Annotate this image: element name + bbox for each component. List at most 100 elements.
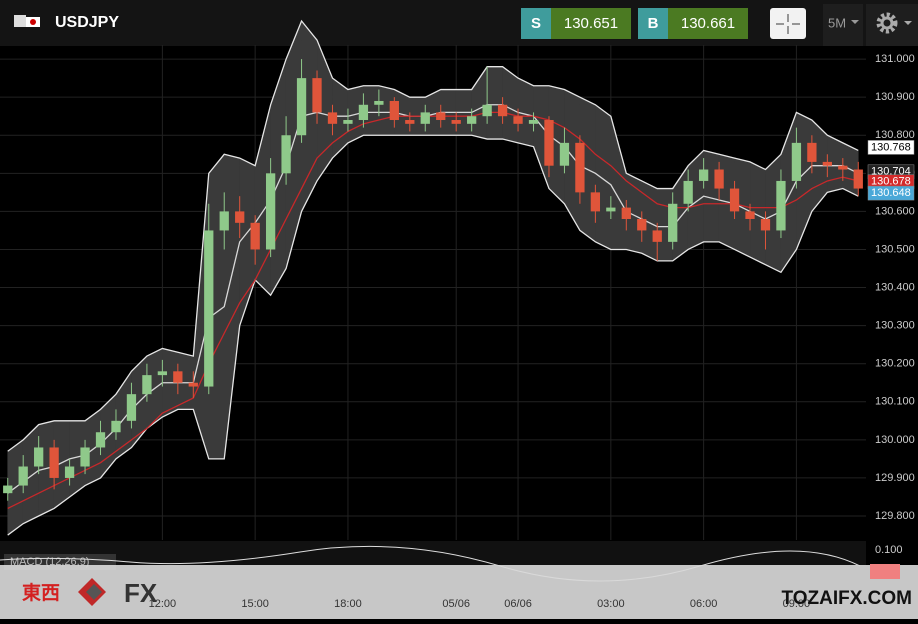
band-fill xyxy=(486,66,503,140)
x-tick-label: 06/06 xyxy=(504,598,532,610)
candle-body xyxy=(327,112,338,124)
x-axis: 12:00 15:00 18:00 05/06 06/06 03:00 06:00 09:00 xyxy=(149,598,811,610)
candle-body xyxy=(374,100,384,105)
header-bar xyxy=(0,0,918,46)
x-tick-label: 06:00 xyxy=(690,598,718,610)
candle-body xyxy=(250,222,260,250)
candle-body xyxy=(451,120,461,124)
dropdown-arrow xyxy=(904,21,912,25)
y-tick-label: 130.600 xyxy=(875,205,915,217)
x-tick-label: 15:00 xyxy=(241,598,269,610)
candle-body xyxy=(312,78,322,113)
candle-body xyxy=(683,180,693,204)
candle-body xyxy=(95,432,106,448)
y-tick-label: 130.900 xyxy=(875,91,915,103)
buy-label: B xyxy=(648,15,659,32)
sell-button[interactable] xyxy=(521,8,551,39)
candle-body xyxy=(64,466,75,478)
buy-price: 130.661 xyxy=(681,15,735,32)
candle-body xyxy=(281,135,291,174)
candle-body xyxy=(513,116,523,124)
candle-body xyxy=(49,447,59,478)
x-tick-label: 12:00 xyxy=(149,598,177,610)
watermark-fx: FX xyxy=(124,578,158,608)
candle-body xyxy=(405,120,415,124)
gear-ring xyxy=(880,16,894,30)
candle-body xyxy=(358,104,369,121)
candle-body xyxy=(698,169,709,181)
candle-body xyxy=(265,173,276,250)
price-tag-label: 130.648 xyxy=(871,187,911,199)
buy-button[interactable] xyxy=(638,8,668,39)
candle-body xyxy=(126,394,137,421)
sell-label: S xyxy=(531,15,541,32)
candle-body xyxy=(467,116,477,124)
candle-body xyxy=(807,142,817,162)
x-tick-label: 09:00 xyxy=(783,598,811,610)
candle-body xyxy=(235,211,245,223)
price-tag-label: 130.768 xyxy=(871,141,911,153)
candle-body xyxy=(34,447,44,467)
watermark-site: TOZAIFX.COM xyxy=(781,588,912,609)
candle-body xyxy=(745,211,755,220)
candle-body xyxy=(204,230,214,387)
macd-panel xyxy=(0,541,866,565)
candle-body xyxy=(142,375,152,395)
y-tick-label: 129.900 xyxy=(875,472,915,484)
candle-body xyxy=(544,120,554,166)
flag-jp-dot xyxy=(30,19,36,25)
candle-body xyxy=(482,104,492,117)
x-tick-label: 18:00 xyxy=(334,598,362,610)
flag-us xyxy=(14,15,26,27)
macd-value-tag xyxy=(870,564,900,579)
price-tag-label: 130.678 xyxy=(871,176,911,188)
y-tick-label: 130.300 xyxy=(875,320,915,332)
candle-body xyxy=(3,485,13,494)
y-tick-label: 130.800 xyxy=(875,129,915,141)
candle-body xyxy=(776,180,786,231)
candle-body xyxy=(497,104,508,117)
candle-body xyxy=(637,219,647,231)
candle-body xyxy=(652,230,662,242)
gear-icon xyxy=(876,12,898,34)
band-fill xyxy=(595,104,612,250)
price-tag xyxy=(867,185,915,201)
candle-body xyxy=(420,112,430,124)
time-axis-strip xyxy=(0,565,866,619)
dropdown-arrow xyxy=(851,20,859,24)
plot: 129.800 129.900 130.000 130.100 130.200 130.3… xyxy=(0,19,915,540)
sell-price-box[interactable] xyxy=(551,8,631,39)
candle-body xyxy=(389,100,399,121)
crosshair-button[interactable] xyxy=(770,8,806,39)
candle-body xyxy=(157,371,168,376)
candle-body xyxy=(621,207,631,220)
y-tick-label: 130.100 xyxy=(875,396,915,408)
candle-body xyxy=(559,142,570,166)
logo-diamond-inner xyxy=(86,584,102,600)
candle-body xyxy=(111,420,121,433)
y-tick-label: 130.400 xyxy=(875,281,915,293)
candle-body xyxy=(528,120,539,124)
candle-body xyxy=(822,161,832,166)
symbol[interactable]: USDJPY xyxy=(55,14,119,31)
y-tick-label: 131.000 xyxy=(875,53,915,65)
timeframe: 5M xyxy=(828,15,846,30)
timeframe-button[interactable] xyxy=(823,4,863,46)
candle-body xyxy=(219,211,229,231)
candle-body xyxy=(729,188,740,212)
indicator-line xyxy=(7,111,859,509)
candle-body xyxy=(436,112,446,121)
macd-line xyxy=(0,545,861,582)
candle-body xyxy=(760,219,771,231)
indicator-line xyxy=(7,19,859,452)
candle-body xyxy=(575,142,585,193)
x-tick-label: 03:00 xyxy=(597,598,625,610)
candle-body xyxy=(791,142,802,181)
buy-price-box[interactable] xyxy=(668,8,748,39)
x-tick-label: 05/06 xyxy=(442,598,470,610)
sell-price: 130.651 xyxy=(564,15,618,32)
price-tag xyxy=(867,140,915,155)
y-tick-label: 129.800 xyxy=(875,510,915,522)
